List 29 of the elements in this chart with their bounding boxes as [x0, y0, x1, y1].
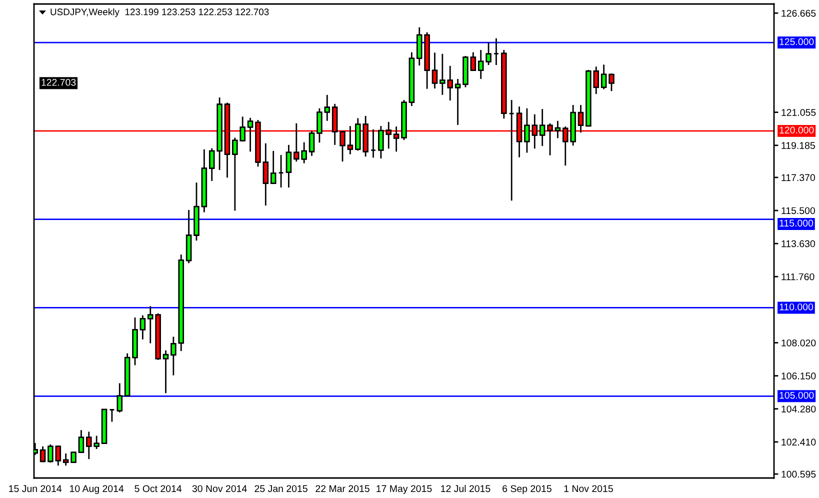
ref-line-label: 120.000	[780, 126, 814, 134]
ref-line-label: 110.000	[780, 303, 814, 310]
x-tick-label: 1 Nov 2015	[564, 485, 613, 492]
y-tick-label: 113.630	[782, 240, 815, 248]
x-tick-label: 17 May 2015	[376, 485, 432, 494]
y-tick-label: 111.760	[782, 273, 814, 280]
y-tick-label: 126.665	[782, 10, 816, 17]
x-tick-label: 5 Oct 2014	[134, 485, 182, 492]
x-tick-label: 15 Jun 2014	[9, 485, 62, 492]
x-tick-label: 22 Mar 2015	[316, 485, 370, 492]
ref-line-label: 115.000	[780, 220, 814, 227]
y-tick-label: 104.280	[782, 406, 816, 412]
y-tick-label: 117.370	[782, 174, 815, 182]
y-tick-label: 108.020	[782, 339, 816, 346]
y-tick-label: 102.410	[782, 438, 816, 446]
x-tick-label: 6 Sep 2015	[502, 485, 552, 494]
x-tick-label: 30 Nov 2014	[192, 485, 247, 492]
ref-line-label: 105.000	[780, 392, 814, 399]
y-tick-label: 100.595	[782, 470, 816, 478]
y-tick-label: 121.055	[782, 109, 816, 116]
x-tick-label: 10 Aug 2014	[70, 485, 124, 494]
y-tick-label: 106.150	[782, 372, 816, 380]
annotation: 122.703	[42, 78, 76, 86]
y-tick-label: 119.185	[782, 142, 815, 149]
x-tick-label: 25 Jan 2015	[254, 485, 308, 492]
x-tick-label: 12 Jul 2015	[441, 484, 490, 492]
ref-line-label: 125.000	[780, 38, 814, 46]
chart-title: USDJPY,Weekly 123.199 123.253 122.253 122.703	[50, 8, 269, 18]
y-tick-label: 115.500	[782, 207, 815, 214]
